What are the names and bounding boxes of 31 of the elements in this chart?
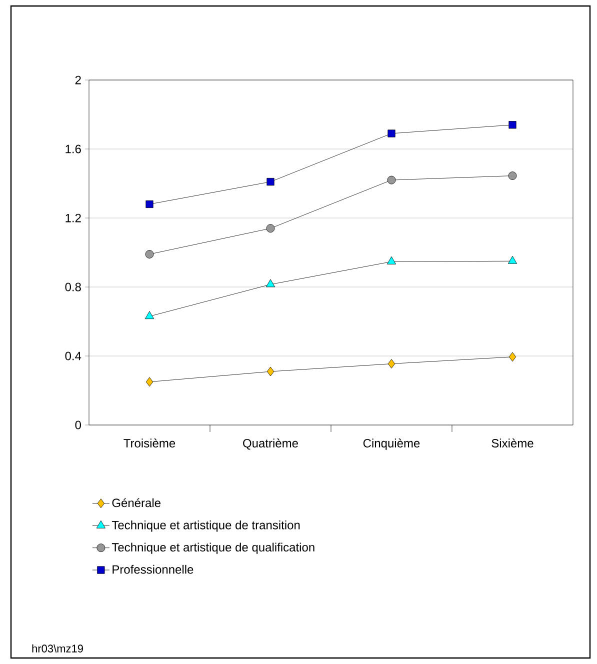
legend-label: Professionnelle <box>112 564 194 574</box>
legend-label: Technique et artistique de qualification <box>112 542 314 554</box>
x-tick-label: Sixième <box>492 438 534 448</box>
legend-label: Générale <box>112 498 160 508</box>
legend-label: Technique et artistique de transition <box>112 520 300 532</box>
y-tick-label: 0.4 <box>65 352 82 360</box>
point <box>387 176 396 184</box>
point <box>508 352 516 362</box>
point <box>388 359 396 368</box>
y-tick-label: 0.8 <box>65 282 81 292</box>
x-tick-label: Cinquième <box>363 438 420 450</box>
point <box>144 311 154 320</box>
point <box>386 256 396 264</box>
text: hr03\mz19 <box>32 644 83 652</box>
y-tick-label: 2 <box>75 76 81 84</box>
point <box>266 224 275 233</box>
x-tick-label: Troisième <box>124 438 176 448</box>
y-tick-label: 1.2 <box>66 214 81 222</box>
point <box>266 279 276 288</box>
y-tick-label: 0 <box>75 420 81 430</box>
point <box>508 172 517 180</box>
x-tick-label: Quatrième <box>243 438 298 450</box>
point <box>508 121 516 129</box>
point <box>145 250 154 258</box>
point <box>146 377 154 387</box>
point <box>146 200 154 208</box>
point <box>508 256 518 264</box>
point <box>266 366 274 376</box>
point <box>388 130 396 138</box>
y-tick-label: 1.6 <box>66 144 81 154</box>
point <box>266 178 274 186</box>
